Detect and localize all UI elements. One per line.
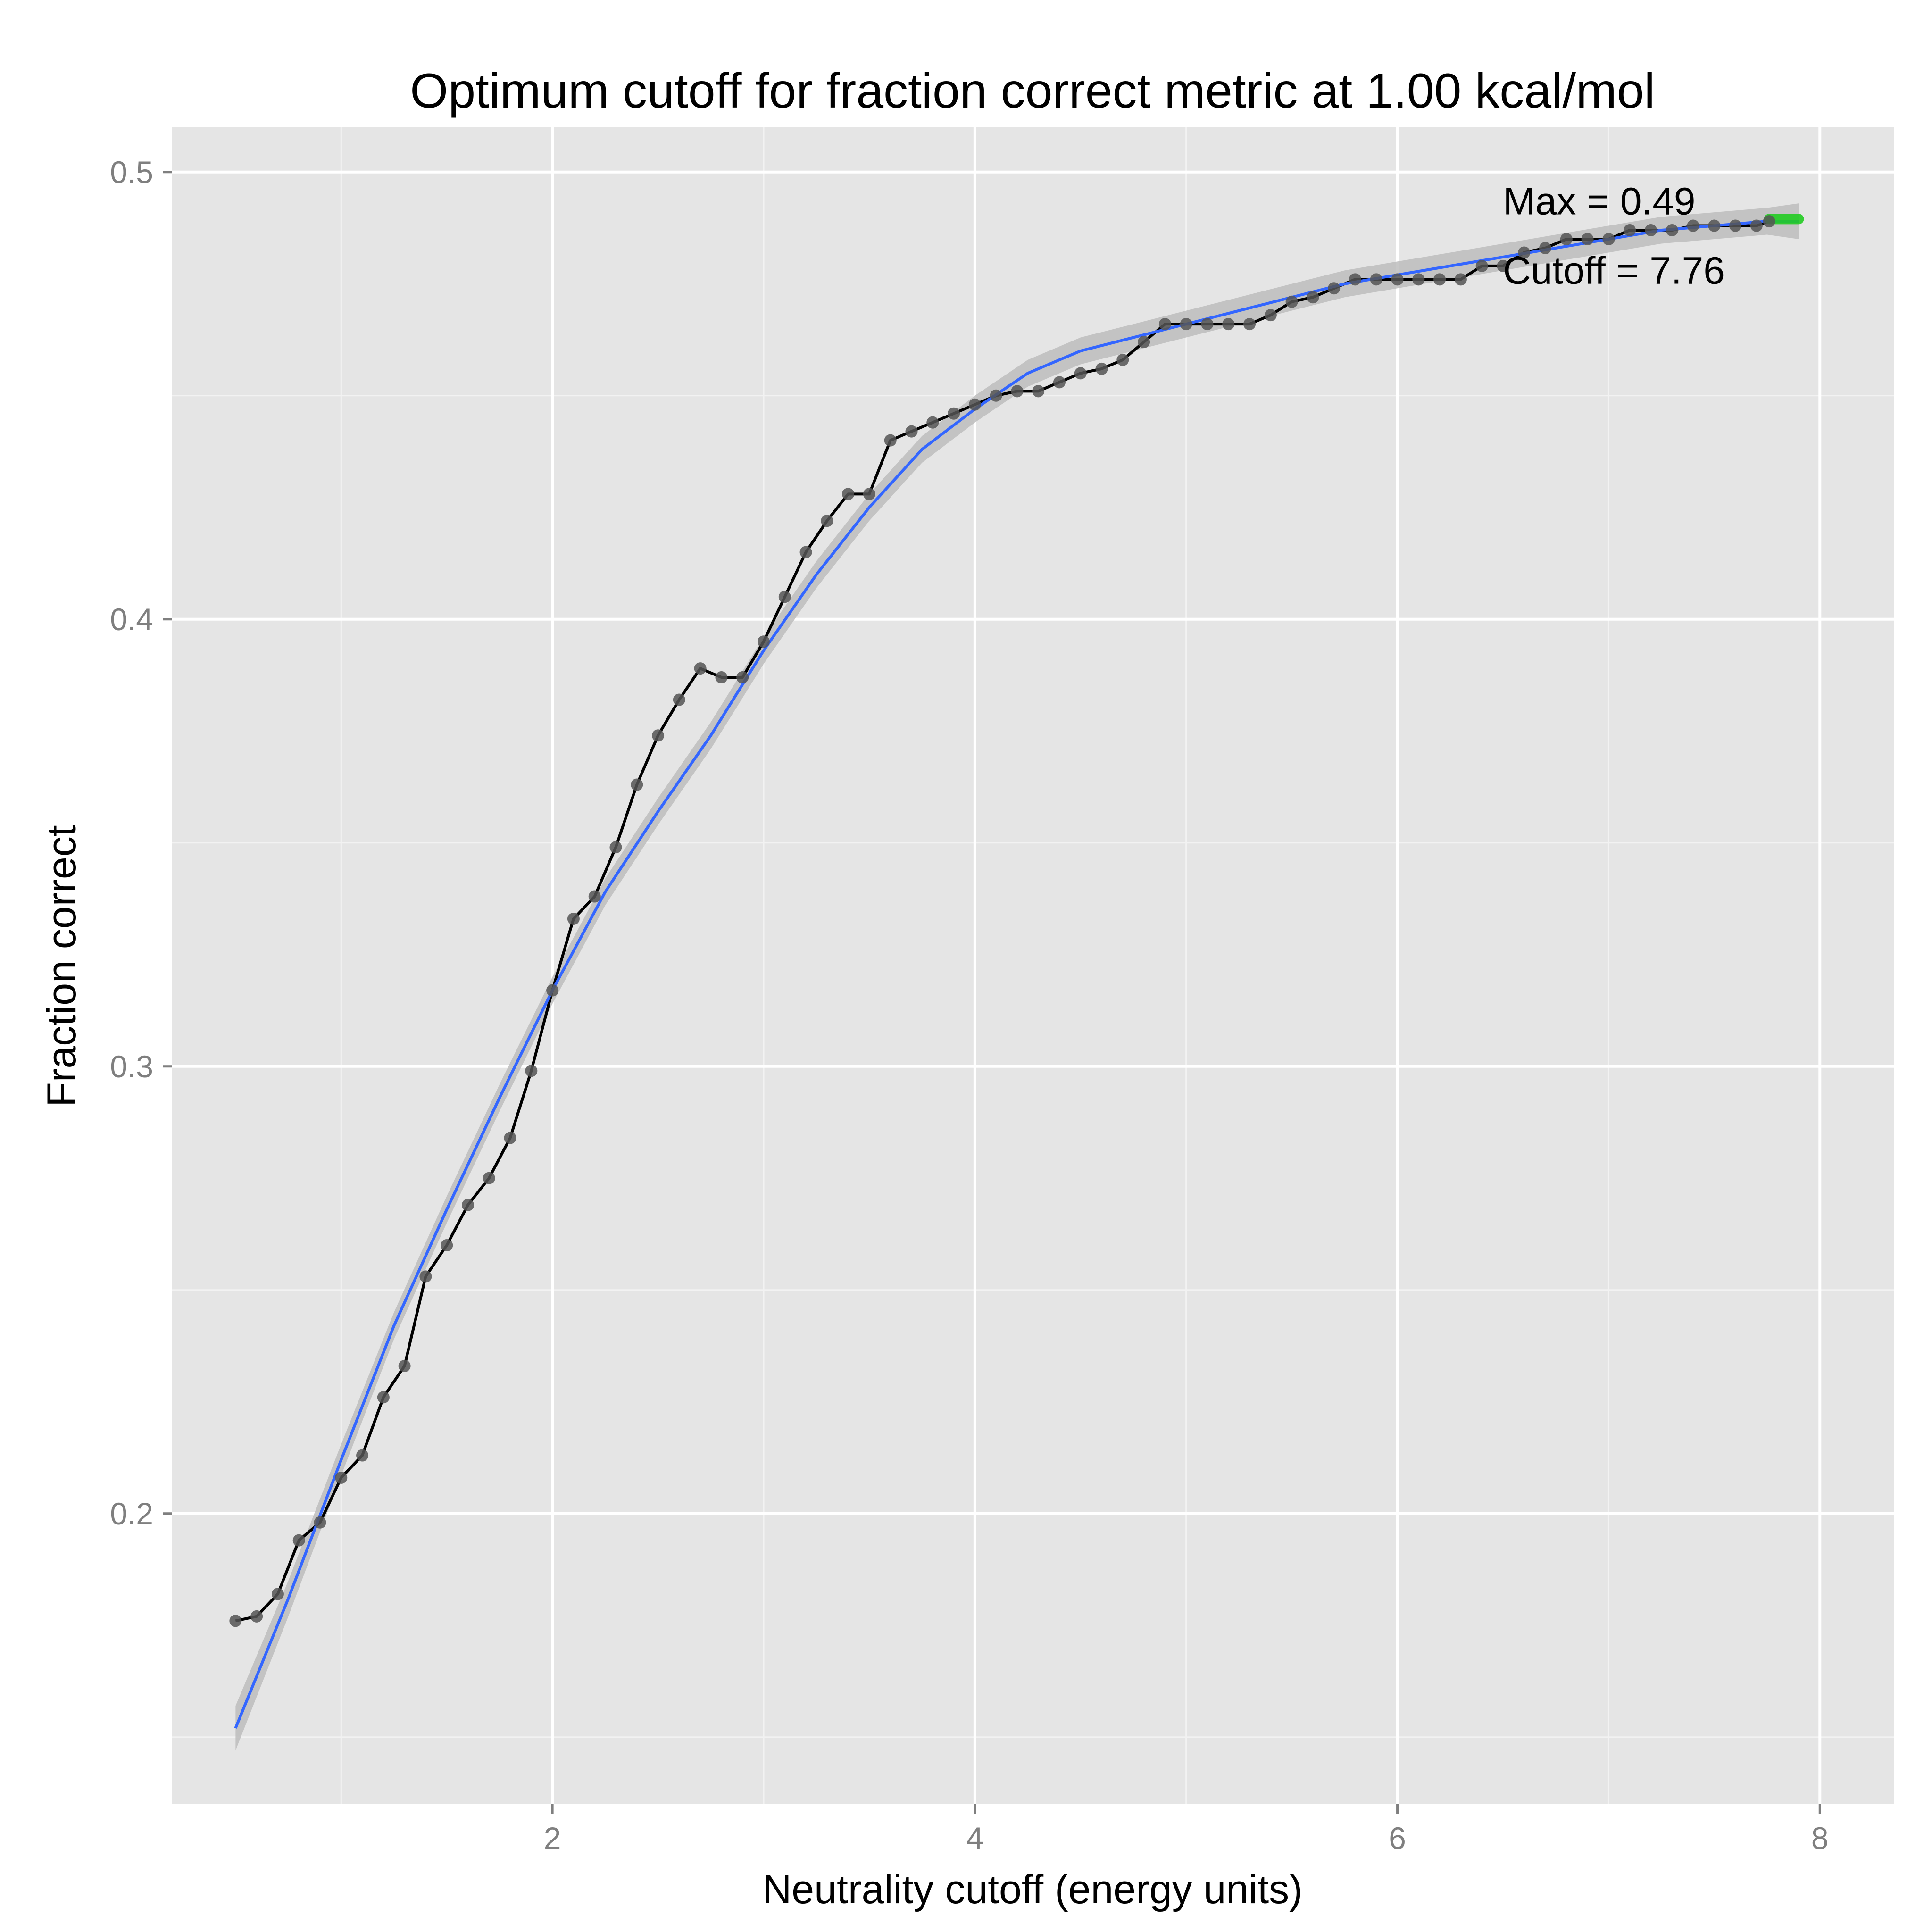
plot-panel: [172, 127, 1894, 1804]
data-point: [1180, 318, 1192, 331]
data-point: [1264, 309, 1277, 322]
data-point: [1201, 318, 1214, 331]
data-point: [1602, 233, 1615, 245]
data-point: [673, 693, 685, 706]
data-point: [1624, 224, 1636, 237]
chart-title: Optimum cutoff for fraction correct metr…: [410, 64, 1655, 118]
data-point: [1370, 273, 1382, 286]
data-point: [736, 671, 749, 684]
data-point: [483, 1172, 495, 1184]
data-point: [905, 425, 918, 438]
data-point: [1581, 233, 1594, 245]
data-point: [419, 1270, 432, 1283]
data-point: [398, 1359, 411, 1372]
data-point: [842, 488, 855, 500]
data-point: [652, 729, 665, 742]
data-point: [314, 1516, 326, 1529]
data-point: [1666, 224, 1678, 237]
max-annotation: Max = 0.49: [1503, 180, 1695, 223]
x-tick-label: 8: [1811, 1821, 1829, 1856]
data-point: [1158, 318, 1171, 331]
data-point: [1412, 273, 1425, 286]
data-point: [1497, 259, 1509, 272]
data-point: [1116, 353, 1129, 366]
x-tick-label: 2: [544, 1821, 561, 1856]
data-point: [990, 389, 1002, 402]
data-point: [377, 1391, 390, 1404]
y-tick-label: 0.5: [110, 155, 153, 190]
x-tick-label: 4: [966, 1821, 983, 1856]
data-point: [1708, 219, 1721, 232]
data-point: [884, 434, 897, 447]
data-point: [1138, 336, 1150, 349]
data-point: [609, 841, 622, 854]
y-tick-label: 0.3: [110, 1049, 153, 1084]
data-point: [863, 488, 875, 500]
data-point: [778, 591, 791, 603]
data-point: [525, 1065, 538, 1077]
data-point: [1729, 219, 1742, 232]
data-point: [588, 890, 601, 903]
data-point: [229, 1615, 242, 1627]
data-point: [948, 407, 960, 420]
data-point: [757, 635, 770, 648]
data-point: [1763, 215, 1775, 228]
data-point: [1644, 224, 1657, 237]
data-point: [1539, 242, 1552, 254]
data-point: [1518, 246, 1531, 259]
data-point: [799, 546, 812, 558]
smooth-fit-line: [234, 220, 1799, 1729]
data-point: [1687, 219, 1699, 232]
data-point: [1285, 295, 1298, 308]
data-point: [504, 1132, 516, 1144]
data-point: [292, 1534, 305, 1547]
data-point: [1750, 219, 1763, 232]
data-point: [1454, 273, 1467, 286]
data-point: [335, 1471, 348, 1484]
data-point: [821, 515, 833, 527]
x-axis-title: Neutrality cutoff (energy units): [762, 1867, 1303, 1912]
data-point: [1222, 318, 1235, 331]
data-point: [1095, 362, 1108, 375]
data-point: [271, 1588, 284, 1600]
data-point: [1053, 376, 1066, 389]
data-point: [1032, 385, 1045, 398]
data-point: [1307, 291, 1319, 304]
y-tick-label: 0.4: [110, 602, 153, 637]
data-point: [1011, 385, 1024, 398]
data-point: [1560, 233, 1573, 245]
data-point: [1243, 318, 1256, 331]
data-point: [441, 1239, 453, 1251]
data-point: [461, 1199, 474, 1211]
data-point: [567, 912, 580, 925]
y-axis-title: Fraction correct: [39, 825, 84, 1107]
y-tick-label: 0.2: [110, 1496, 153, 1531]
data-point: [356, 1449, 369, 1462]
data-point: [926, 416, 939, 429]
data-point: [1433, 273, 1446, 286]
data-point: [1391, 273, 1404, 286]
cutoff-annotation: Cutoff = 7.76: [1503, 249, 1724, 292]
data-point: [968, 398, 981, 411]
data-point: [250, 1610, 263, 1623]
data-point: [1475, 259, 1488, 272]
data-points: [229, 215, 1775, 1627]
x-tick-label: 6: [1389, 1821, 1406, 1856]
data-point: [1074, 367, 1087, 380]
data-point: [694, 662, 707, 675]
data-point: [631, 778, 643, 791]
annotations: Max = 0.49 Cutoff = 7.76: [1503, 180, 1724, 292]
axes: 2 4 6 8 0.2 0.3 0.4 0.5: [110, 155, 1828, 1856]
data-point: [1349, 273, 1361, 286]
grid-lines: [172, 127, 1894, 1804]
data-point: [715, 671, 728, 684]
data-point: [1328, 282, 1341, 295]
data-point: [546, 984, 559, 997]
